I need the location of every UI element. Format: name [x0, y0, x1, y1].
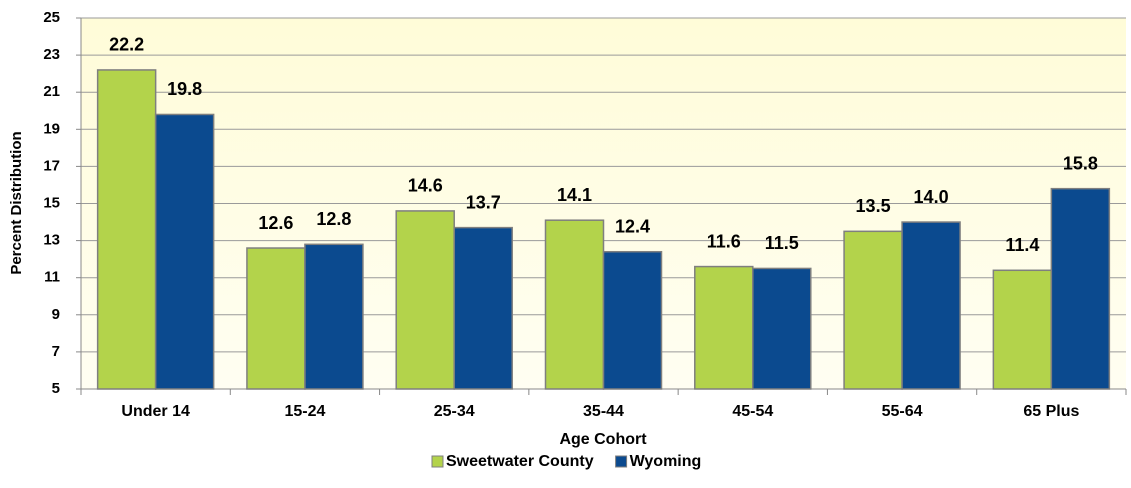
y-tick-label: 15: [43, 194, 60, 211]
y-tick-label: 13: [43, 232, 60, 249]
bar: [154, 113, 215, 390]
value-label: 14.0: [914, 187, 949, 207]
bar: [246, 247, 306, 390]
legend-label: Wyoming: [630, 453, 702, 470]
y-tick-label: 19: [43, 120, 60, 137]
value-label: 13.5: [856, 196, 891, 216]
bar: [1050, 187, 1111, 390]
y-tick-label: 21: [43, 83, 60, 100]
bar: [544, 219, 605, 390]
x-tick-label: 25-34: [434, 403, 475, 420]
value-label: 14.6: [408, 176, 443, 196]
x-tick-label: 35-44: [583, 403, 624, 420]
bar: [843, 230, 903, 390]
value-label: 12.6: [258, 213, 293, 233]
value-label: 22.2: [109, 35, 144, 55]
bar: [96, 69, 157, 390]
x-tick-label: Under 14: [121, 403, 190, 420]
bar: [752, 267, 812, 390]
legend-swatch: [431, 455, 444, 468]
value-label: 15.8: [1063, 153, 1098, 173]
x-tick-label: 15-24: [284, 403, 325, 420]
value-label: 14.1: [557, 185, 592, 205]
bar: [694, 265, 754, 390]
y-tick-label: 5: [52, 380, 60, 397]
value-label: 12.8: [316, 209, 351, 229]
bar: [901, 221, 961, 390]
y-tick-label: 11: [44, 269, 60, 286]
legend-swatch: [615, 455, 628, 468]
value-label: 11.4: [1005, 235, 1039, 255]
y-tick-label: 17: [43, 157, 60, 174]
bar: [395, 210, 455, 390]
x-tick-label: 55-64: [882, 403, 923, 420]
value-label: 11.6: [707, 231, 741, 251]
value-label: 19.8: [167, 79, 202, 99]
bar: [453, 226, 513, 390]
y-tick-label: 9: [52, 306, 60, 323]
value-label: 11.5: [765, 233, 799, 253]
y-tick-label: 23: [43, 46, 60, 63]
y-tick-label: 7: [52, 343, 60, 360]
bar: [992, 269, 1053, 390]
legend-label: Sweetwater County: [446, 453, 594, 470]
x-tick-label: 45-54: [732, 403, 773, 420]
y-tick-label: 25: [43, 9, 60, 26]
value-label: 12.4: [615, 216, 650, 236]
x-tick-label: 65 Plus: [1023, 403, 1079, 420]
bar: [304, 243, 364, 390]
y-axis-title: Percent Distribution: [8, 131, 25, 274]
value-label: 13.7: [466, 192, 501, 212]
bar: [602, 250, 663, 390]
x-axis-title: Age Cohort: [559, 431, 647, 448]
